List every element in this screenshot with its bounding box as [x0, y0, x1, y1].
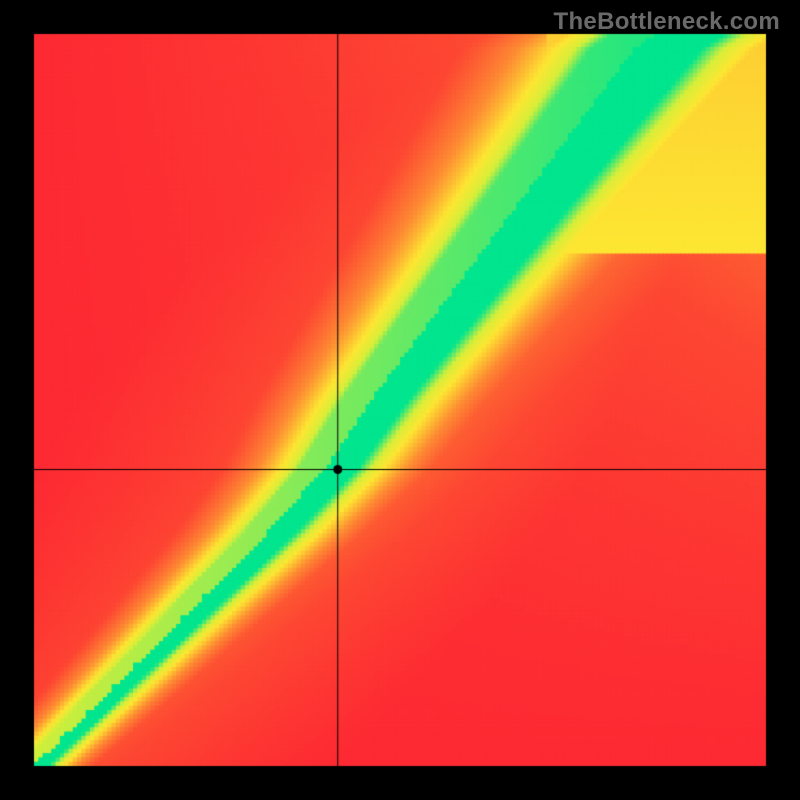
heatmap-canvas — [0, 0, 800, 800]
watermark-text: TheBottleneck.com — [554, 8, 780, 36]
